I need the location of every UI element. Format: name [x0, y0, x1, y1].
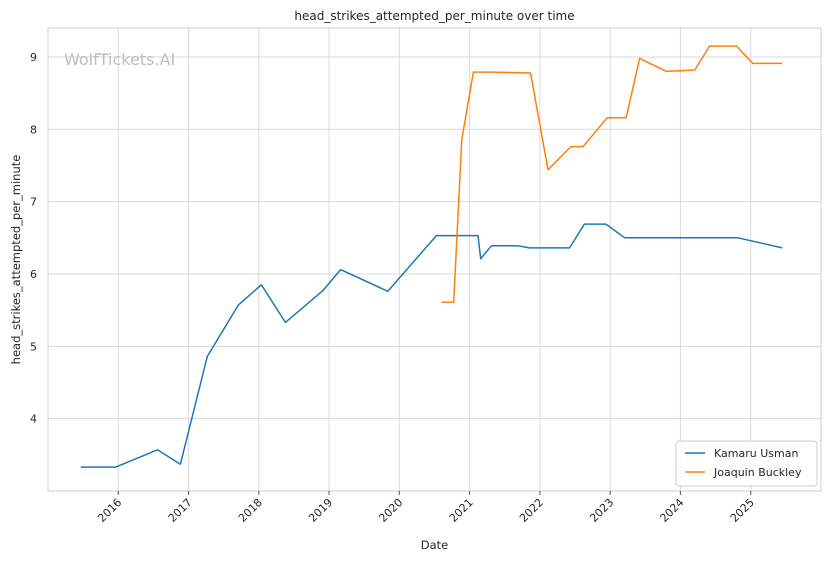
y-tick-label-6: 6	[30, 268, 37, 281]
legend-label-joaquin-buckley: Joaquin Buckley	[713, 466, 802, 479]
y-tick-label-7: 7	[30, 196, 37, 209]
legend: Kamaru Usman Joaquin Buckley	[675, 440, 818, 487]
grid-lines	[48, 28, 821, 491]
series-lines	[80, 45, 783, 468]
y-axis-label: head_strikes_attempted_per_minute	[9, 155, 23, 365]
x-axis-label: Date	[421, 538, 449, 552]
watermark: WolfTickets.AI	[64, 50, 175, 69]
y-tick-label-4: 4	[30, 413, 37, 426]
y-tick-label-5: 5	[30, 340, 37, 353]
series-line-joaquin-buckley	[441, 45, 783, 303]
y-axis-ticks: 4 5 6 7 8 9	[30, 51, 37, 426]
legend-box	[675, 440, 818, 487]
legend-label-kamaru-usman: Kamaru Usman	[714, 447, 798, 460]
y-tick-label-8: 8	[30, 123, 37, 136]
plot-area-frame	[47, 27, 822, 492]
chart-title: head_strikes_attempted_per_minute over t…	[294, 9, 574, 23]
y-tick-label-9: 9	[30, 51, 37, 64]
